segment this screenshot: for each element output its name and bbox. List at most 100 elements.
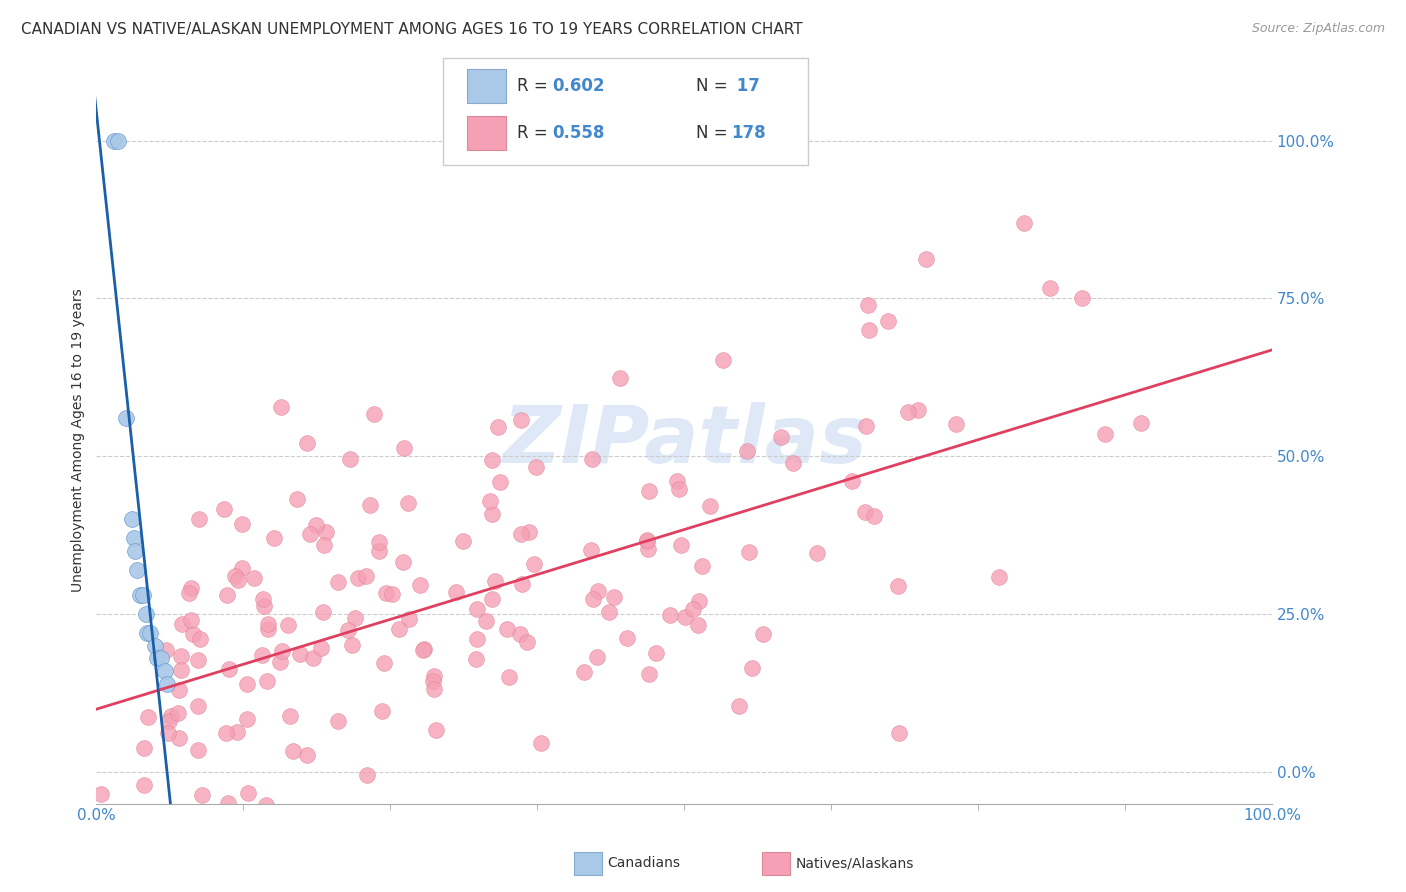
Point bbox=[616, 631, 638, 645]
Point bbox=[326, 714, 349, 729]
Point bbox=[509, 526, 531, 541]
Point bbox=[90, 787, 112, 801]
Point bbox=[636, 534, 658, 549]
Point bbox=[132, 588, 155, 602]
Point bbox=[465, 632, 488, 646]
Point bbox=[217, 796, 239, 810]
Point bbox=[312, 605, 335, 619]
Point bbox=[636, 533, 658, 547]
Point bbox=[281, 744, 304, 758]
Point bbox=[236, 786, 259, 800]
Point bbox=[669, 538, 692, 552]
Point bbox=[136, 710, 159, 724]
Point bbox=[132, 740, 155, 755]
Point bbox=[326, 575, 349, 590]
Point bbox=[658, 607, 681, 622]
Point bbox=[727, 698, 749, 713]
Point bbox=[853, 505, 876, 519]
Point bbox=[226, 724, 249, 739]
Point bbox=[187, 743, 209, 757]
Point bbox=[263, 531, 285, 545]
Point bbox=[1012, 216, 1035, 230]
Point bbox=[314, 538, 336, 552]
Point bbox=[288, 648, 311, 662]
Point bbox=[153, 664, 176, 678]
Point bbox=[253, 599, 276, 614]
Point bbox=[856, 298, 879, 312]
Point bbox=[134, 778, 156, 792]
Point bbox=[465, 602, 488, 616]
Text: CANADIAN VS NATIVE/ALASKAN UNEMPLOYMENT AMONG AGES 16 TO 19 YEARS CORRELATION CH: CANADIAN VS NATIVE/ALASKAN UNEMPLOYMENT … bbox=[21, 22, 803, 37]
Text: N =: N = bbox=[696, 124, 733, 142]
Point bbox=[243, 571, 266, 585]
Point bbox=[572, 665, 595, 679]
Point bbox=[388, 623, 411, 637]
Point bbox=[187, 653, 209, 667]
Point bbox=[806, 546, 828, 560]
Point bbox=[250, 648, 273, 663]
Y-axis label: Unemployment Among Ages 16 to 19 years: Unemployment Among Ages 16 to 19 years bbox=[72, 289, 86, 592]
Point bbox=[188, 632, 211, 647]
Text: Natives/Alaskans: Natives/Alaskans bbox=[796, 856, 914, 871]
Point bbox=[752, 627, 775, 641]
Point bbox=[269, 656, 291, 670]
Point bbox=[637, 541, 659, 556]
Point bbox=[586, 649, 609, 664]
Point bbox=[117, 815, 139, 830]
Point bbox=[215, 589, 238, 603]
Point bbox=[114, 411, 136, 425]
Point bbox=[298, 815, 321, 830]
Point bbox=[103, 134, 125, 148]
Point bbox=[581, 452, 603, 467]
Point bbox=[408, 578, 430, 592]
Point bbox=[699, 499, 721, 513]
Text: Canadians: Canadians bbox=[607, 856, 681, 871]
Point bbox=[135, 626, 157, 640]
Point bbox=[425, 723, 447, 738]
Point bbox=[181, 627, 204, 641]
Point bbox=[342, 638, 364, 652]
Point bbox=[297, 436, 319, 450]
Point bbox=[524, 459, 547, 474]
Point bbox=[177, 586, 200, 600]
Point bbox=[481, 591, 503, 606]
Point bbox=[841, 474, 863, 488]
Point bbox=[170, 649, 193, 664]
Point bbox=[735, 444, 758, 458]
Point bbox=[478, 494, 501, 508]
Text: 0.558: 0.558 bbox=[553, 124, 605, 142]
Point bbox=[162, 815, 184, 830]
Point bbox=[423, 682, 446, 697]
Point bbox=[423, 669, 446, 683]
Point bbox=[337, 623, 360, 637]
Point bbox=[690, 559, 713, 574]
Point bbox=[128, 588, 150, 602]
Point bbox=[363, 407, 385, 421]
Text: ZIPatlas: ZIPatlas bbox=[502, 401, 866, 480]
Point bbox=[256, 673, 278, 688]
Point bbox=[160, 708, 183, 723]
Point bbox=[124, 544, 146, 558]
Point bbox=[157, 714, 180, 728]
Point bbox=[555, 815, 578, 830]
Point bbox=[451, 533, 474, 548]
Point bbox=[139, 626, 162, 640]
Point bbox=[412, 642, 434, 657]
Point bbox=[298, 526, 321, 541]
Point bbox=[252, 591, 274, 606]
Point bbox=[897, 405, 920, 419]
Point bbox=[988, 569, 1011, 583]
Point bbox=[673, 609, 696, 624]
Point bbox=[711, 353, 734, 368]
Point bbox=[889, 726, 911, 740]
Point bbox=[166, 706, 188, 720]
Point bbox=[741, 661, 763, 675]
Point bbox=[516, 634, 538, 648]
Point bbox=[492, 815, 515, 830]
Point bbox=[218, 662, 240, 676]
Point bbox=[309, 640, 332, 655]
Text: R =: R = bbox=[517, 124, 554, 142]
Point bbox=[682, 602, 704, 616]
Point bbox=[444, 585, 467, 599]
Point bbox=[190, 788, 212, 802]
